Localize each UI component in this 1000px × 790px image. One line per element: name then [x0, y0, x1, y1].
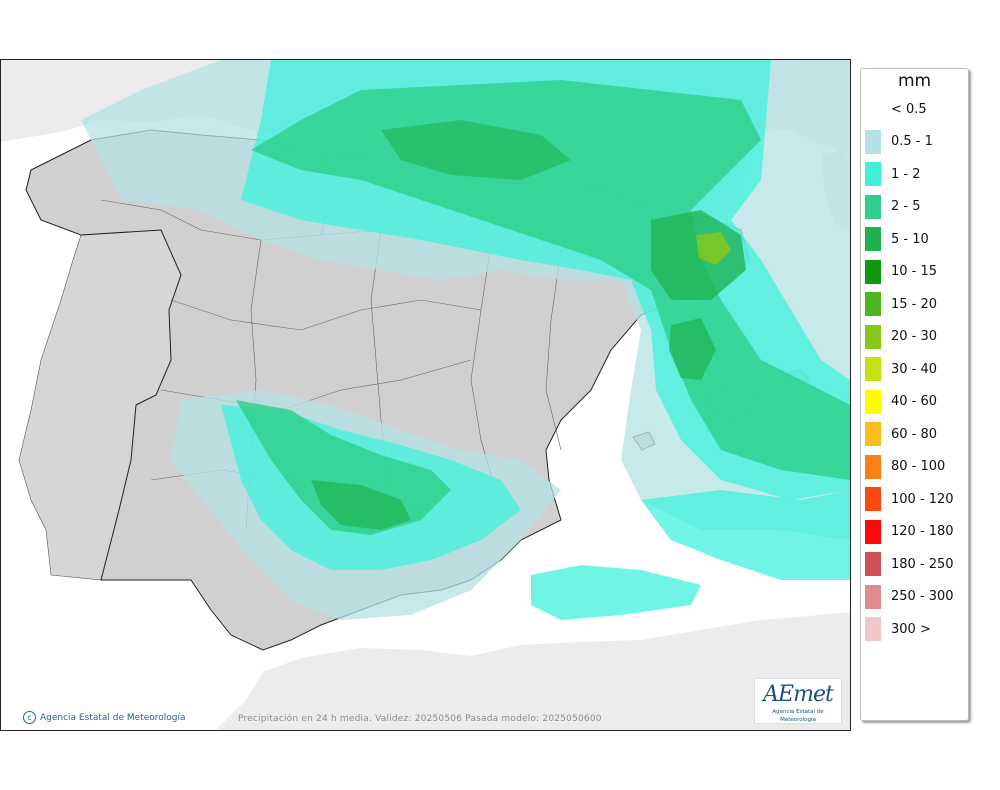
precip-10-20-ne-core — [696, 232, 731, 265]
legend-row: 60 - 80 — [865, 422, 937, 446]
map-canvas — [1, 60, 850, 730]
precip-5-10-balearic — [669, 318, 716, 380]
precipitation-legend: mm < 0.5 0.5 - 1 1 - 2 2 - 5 5 - 10 10 - 15 15… — [860, 68, 969, 721]
precip-1-2-sw — [531, 565, 701, 620]
legend-swatch — [865, 97, 881, 121]
legend-label: 300 > — [891, 621, 931, 637]
legend-row: 0.5 - 1 — [865, 129, 933, 154]
legend-swatch — [865, 617, 881, 641]
legend-row: 1 - 2 — [865, 162, 921, 186]
legend-row: 40 - 60 — [865, 389, 938, 414]
legend-swatch — [865, 454, 881, 479]
legend-label: 250 - 300 — [891, 589, 954, 604]
legend-swatch — [865, 292, 881, 316]
legend-swatch — [865, 227, 881, 251]
legend-label: 80 - 100 — [891, 459, 946, 474]
legend-label: 120 - 180 — [891, 524, 954, 539]
legend-label: 5 - 10 — [891, 231, 929, 247]
legend-row: 250 - 300 — [865, 584, 954, 609]
legend-swatch — [865, 584, 881, 609]
legend-label: 30 - 40 — [891, 361, 938, 377]
legend-row: 5 - 10 — [865, 227, 929, 251]
legend-label: 15 - 20 — [891, 296, 938, 312]
legend-swatch — [865, 389, 881, 414]
legend-label: 40 - 60 — [891, 394, 938, 409]
legend-label: 1 - 2 — [891, 166, 921, 182]
legend-swatch — [865, 519, 881, 544]
legend-label: 60 - 80 — [891, 426, 938, 442]
aemet-logo: AEmet Agencia Estatal de Meteorología — [754, 678, 842, 724]
legend-swatch — [865, 129, 881, 154]
legend-swatch — [865, 552, 881, 576]
aemet-logo-subtitle: Agencia Estatal de Meteorología — [772, 709, 824, 723]
legend-unit: mm — [897, 71, 932, 91]
map-caption: Precipitación en 24 h media. Validez: 20… — [238, 714, 602, 724]
legend-swatch — [865, 194, 881, 219]
legend-row: 100 - 120 — [865, 487, 954, 511]
credit-line: c Agencia Estatal de Meteorología — [23, 711, 186, 724]
legend-label: 20 - 30 — [891, 329, 938, 344]
legend-row: 180 - 250 — [865, 552, 954, 576]
legend-row: 300 > — [865, 617, 931, 641]
legend-swatch — [865, 259, 881, 284]
legend-row: 120 - 180 — [865, 519, 954, 544]
legend-label: 0.5 - 1 — [891, 134, 933, 149]
legend-label: 100 - 120 — [891, 491, 954, 507]
legend-label: 2 - 5 — [891, 199, 921, 214]
legend-row: 20 - 30 — [865, 324, 938, 349]
aemet-logo-mark: AEmet — [763, 682, 834, 707]
precipitation-map: c Agencia Estatal de Meteorología Precip… — [0, 59, 851, 731]
legend-swatch — [865, 357, 881, 381]
precip-5-10-ne — [651, 210, 746, 300]
legend-row: < 0.5 — [865, 97, 927, 121]
legend-label: 180 - 250 — [891, 556, 954, 572]
precip-1-2-ne-mid — [641, 490, 850, 580]
legend-swatch — [865, 487, 881, 511]
precip-5-10-north — [381, 120, 571, 180]
legend-label: < 0.5 — [891, 101, 927, 117]
legend-row: 10 - 15 — [865, 259, 938, 284]
legend-row: 15 - 20 — [865, 292, 937, 316]
legend-swatch — [865, 422, 881, 446]
legend-label: 10 - 15 — [891, 264, 938, 279]
legend-row: 2 - 5 — [865, 194, 921, 219]
precip-5-10-south — [311, 480, 411, 530]
precip-2-5 — [251, 80, 850, 480]
legend-row: 80 - 100 — [865, 454, 946, 479]
copyright-icon: c — [23, 711, 36, 724]
precipitation-overlay — [81, 60, 850, 620]
legend-row: 30 - 40 — [865, 357, 937, 381]
legend-swatch — [865, 324, 881, 349]
credit-text: Agencia Estatal de Meteorología — [40, 712, 186, 723]
legend-swatch — [865, 162, 881, 186]
africa-land — [216, 612, 850, 730]
